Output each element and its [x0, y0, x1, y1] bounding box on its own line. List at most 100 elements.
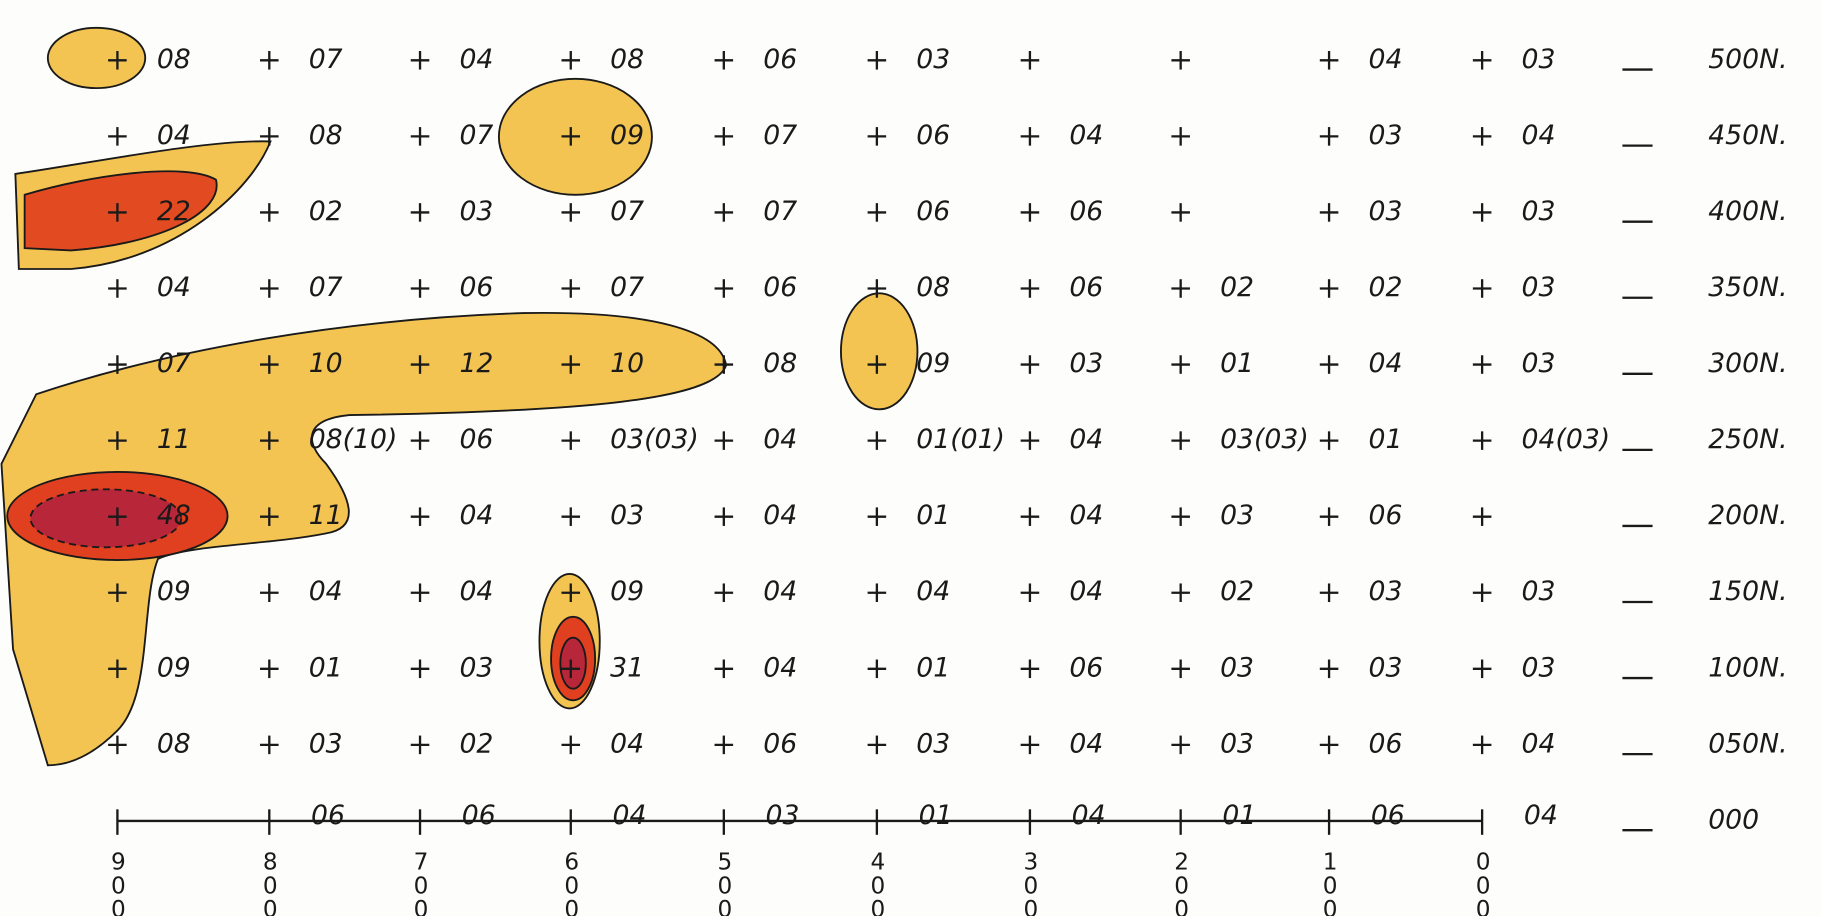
- cell-value: 06: [459, 424, 493, 455]
- cell-value: 06: [1369, 728, 1403, 759]
- cell-value: 04(03): [1522, 424, 1611, 455]
- cell-value: 10: [610, 348, 644, 379]
- cell-value: 04: [1369, 44, 1403, 75]
- cell-value: 03: [1069, 348, 1103, 379]
- cell-value: 08: [157, 728, 191, 759]
- cell-value: 03: [1522, 576, 1556, 607]
- cell-value: 06: [916, 196, 950, 227]
- cell-value: 06: [1069, 196, 1103, 227]
- cell-value: 03: [1369, 576, 1403, 607]
- cell-value: 04: [613, 800, 647, 831]
- cell-value: 08: [763, 348, 797, 379]
- cell-value: 09: [916, 348, 950, 379]
- cell-value: 03: [1522, 196, 1556, 227]
- cell-value: 10: [309, 348, 343, 379]
- cell-value: 01: [1369, 424, 1403, 455]
- cell-value: 02: [1220, 576, 1254, 607]
- cell-value: 03: [1522, 348, 1556, 379]
- cell-value: 11: [309, 500, 343, 531]
- cell-value: 04: [1069, 424, 1103, 455]
- cell-value: 04: [1522, 728, 1556, 759]
- col-label: 500: [711, 849, 738, 916]
- cell-value: 01(01): [916, 424, 1005, 455]
- cell-value: 02: [1369, 272, 1403, 303]
- row-label: 250N.: [1708, 424, 1787, 455]
- col-label: 300: [1017, 849, 1044, 916]
- cell-value: 04: [763, 652, 797, 683]
- cell-value: 04: [309, 576, 343, 607]
- cell-value: 03(03): [1220, 424, 1309, 455]
- cell-value: 03: [309, 728, 343, 759]
- cell-value: 04: [763, 500, 797, 531]
- cell-value: 04: [1069, 576, 1103, 607]
- cell-value: 04: [157, 120, 191, 151]
- cell-value: 04: [459, 500, 493, 531]
- cell-value: 03: [916, 44, 950, 75]
- cell-value: 06: [1369, 500, 1403, 531]
- cell-value: 22: [157, 196, 191, 227]
- cell-value: 11: [157, 424, 191, 455]
- cell-value: 07: [309, 272, 343, 303]
- cell-value: 07: [763, 196, 797, 227]
- col-label: 100: [1317, 849, 1344, 916]
- cell-value: 06: [311, 800, 345, 831]
- cell-value: 04: [916, 576, 950, 607]
- cell-value: 09: [610, 120, 644, 151]
- cell-value: 01: [916, 652, 950, 683]
- cell-value: 03: [459, 196, 493, 227]
- cell-value: 06: [459, 272, 493, 303]
- cell-value: 04: [157, 272, 191, 303]
- cell-value: 03: [459, 652, 493, 683]
- cell-value: 04: [1069, 500, 1103, 531]
- cell-value: 04: [1524, 800, 1558, 831]
- cell-value: 04: [610, 728, 644, 759]
- cell-value: 04: [1069, 728, 1103, 759]
- cell-value: 04: [1069, 120, 1103, 151]
- cell-value: 06: [1069, 272, 1103, 303]
- cell-value: 06: [916, 120, 950, 151]
- cell-value: 04: [459, 44, 493, 75]
- cell-value: 04: [1369, 348, 1403, 379]
- grid: 0807040806030403500N.0408070907060403044…: [105, 44, 1788, 916]
- col-label: 400: [864, 849, 891, 916]
- cell-value: 08: [309, 120, 343, 151]
- contour-region: [48, 28, 145, 88]
- col-label: 700: [408, 849, 435, 916]
- col-label: 800: [257, 849, 284, 916]
- cell-value: 08(10): [309, 424, 398, 455]
- row-label: 200N.: [1708, 500, 1787, 531]
- cell-value: 03: [1369, 196, 1403, 227]
- cell-value: 06: [763, 44, 797, 75]
- col-label: 600: [558, 849, 585, 916]
- cell-value: 06: [763, 728, 797, 759]
- cell-value: 02: [459, 728, 493, 759]
- cell-value: 03: [1220, 500, 1254, 531]
- col-label: 000: [1470, 849, 1497, 916]
- cell-value: 07: [157, 348, 191, 379]
- cell-value: 04: [763, 424, 797, 455]
- cell-value: 03: [1522, 44, 1556, 75]
- cell-value: 09: [157, 576, 191, 607]
- cell-value: 04: [763, 576, 797, 607]
- cell-value: 03: [1220, 652, 1254, 683]
- cell-value: 04: [1072, 800, 1106, 831]
- cell-value: 06: [462, 800, 496, 831]
- cell-value: 48: [157, 500, 191, 531]
- cell-value: 01: [916, 500, 950, 531]
- contour-diagram: 0807040806030403500N.0408070907060403044…: [0, 0, 1821, 916]
- cell-value: 07: [610, 272, 644, 303]
- row-label: 450N.: [1708, 120, 1787, 151]
- cell-value: 01: [919, 800, 953, 831]
- cell-value: 03(03): [610, 424, 699, 455]
- cell-value: 31: [610, 652, 644, 683]
- row-label: 100N.: [1708, 652, 1787, 683]
- cell-value: 07: [459, 120, 493, 151]
- row-label: 400N.: [1708, 196, 1787, 227]
- row-label: 050N.: [1708, 728, 1787, 759]
- cell-value: 04: [459, 576, 493, 607]
- cell-value: 03: [1522, 652, 1556, 683]
- row-label: 150N.: [1708, 576, 1787, 607]
- cell-value: 01: [1220, 348, 1254, 379]
- cell-value: 02: [1220, 272, 1254, 303]
- cell-value: 08: [916, 272, 950, 303]
